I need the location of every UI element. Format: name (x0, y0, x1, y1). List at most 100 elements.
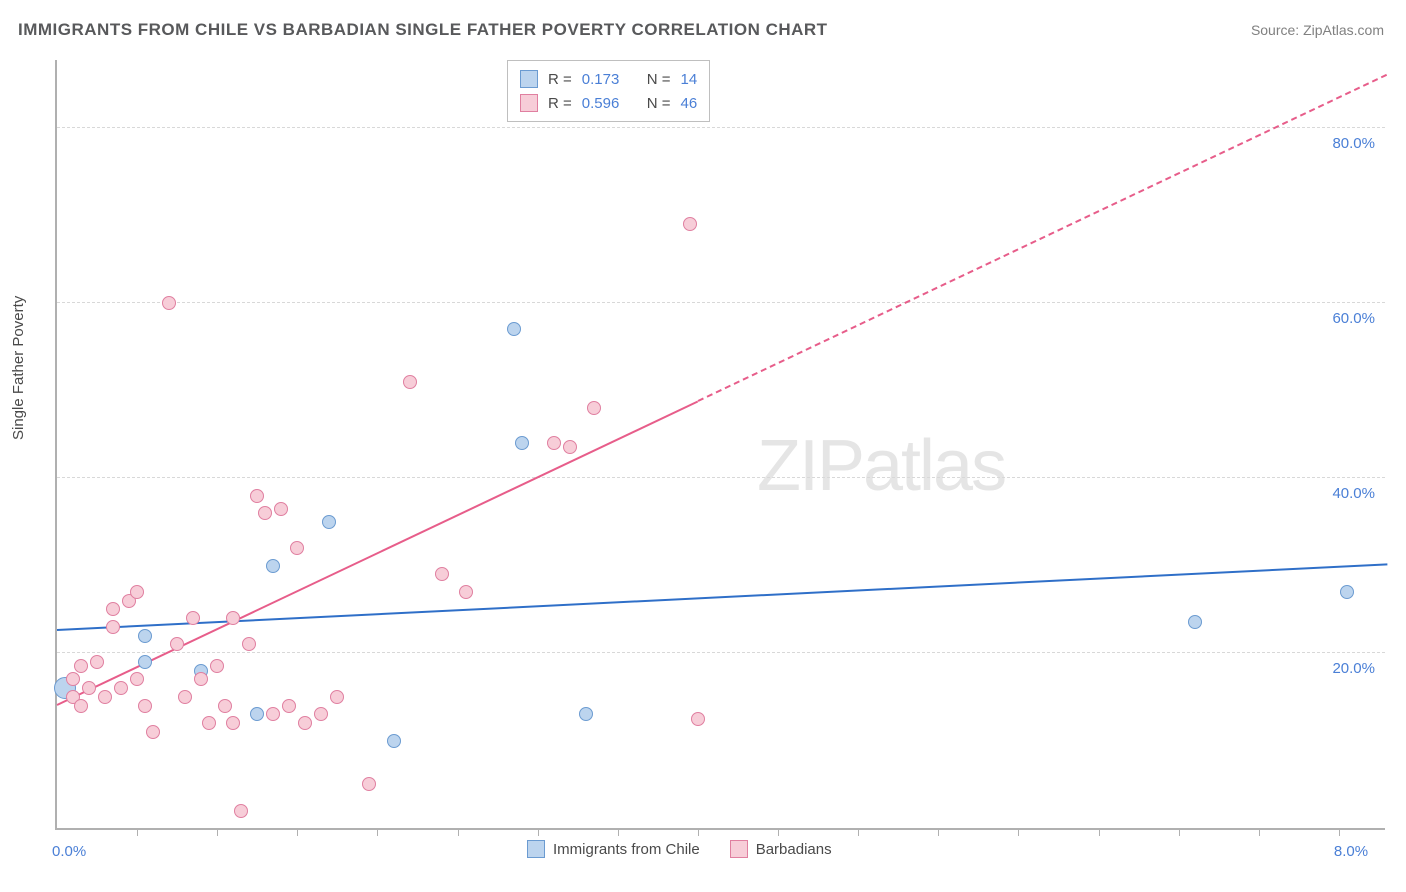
data-point-barbadians (114, 681, 128, 695)
data-point-barbadians (106, 602, 120, 616)
swatch-barbadians (730, 840, 748, 858)
data-point-barbadians (290, 541, 304, 555)
x-tick (538, 828, 539, 836)
data-point-barbadians (74, 659, 88, 673)
x-tick (1339, 828, 1340, 836)
x-tick-label: 0.0% (52, 843, 86, 860)
y-tick-label: 80.0% (1315, 135, 1375, 152)
data-point-chile (322, 515, 336, 529)
x-tick (297, 828, 298, 836)
stats-legend: R = 0.173 N = 14 R = 0.596 N = 46 (507, 60, 710, 122)
stats-row-chile: R =0.173N =14 (520, 67, 697, 91)
data-point-chile (387, 734, 401, 748)
legend-label: Barbadians (756, 841, 832, 858)
data-point-barbadians (146, 725, 160, 739)
x-tick (1018, 828, 1019, 836)
x-tick (778, 828, 779, 836)
data-point-barbadians (226, 716, 240, 730)
swatch-chile (520, 70, 538, 88)
data-point-chile (507, 322, 521, 336)
trendline-barbadians-dashed (698, 74, 1388, 402)
n-label: N = (647, 95, 671, 112)
x-tick (377, 828, 378, 836)
series-legend: Immigrants from Chile Barbadians (527, 840, 832, 858)
y-axis-label: Single Father Poverty (10, 296, 27, 440)
data-point-barbadians (66, 672, 80, 686)
data-point-barbadians (362, 777, 376, 791)
x-tick (938, 828, 939, 836)
x-tick (458, 828, 459, 836)
data-point-barbadians (178, 690, 192, 704)
y-tick-label: 20.0% (1315, 660, 1375, 677)
plot-area: ZIPatlas R =0.173N =14R =0.596N =46 Immi… (55, 60, 1385, 830)
stats-row-barbadians: R = 0.596 N = 46 (520, 91, 697, 115)
x-tick (1259, 828, 1260, 836)
legend-label: Immigrants from Chile (553, 841, 700, 858)
data-point-barbadians (242, 637, 256, 651)
r-value: 0.173 (582, 71, 637, 88)
data-point-barbadians (186, 611, 200, 625)
data-point-chile (138, 629, 152, 643)
data-point-barbadians (298, 716, 312, 730)
chart-title: IMMIGRANTS FROM CHILE VS BARBADIAN SINGL… (18, 20, 828, 40)
x-tick (1099, 828, 1100, 836)
gridline (57, 302, 1385, 303)
data-point-barbadians (194, 672, 208, 686)
legend-item-chile: Immigrants from Chile (527, 840, 700, 858)
n-value: 46 (681, 95, 698, 112)
data-point-barbadians (98, 690, 112, 704)
data-point-barbadians (250, 489, 264, 503)
watermark: ZIPatlas (757, 425, 1005, 507)
watermark-text: ZIPatlas (757, 426, 1005, 506)
x-tick (698, 828, 699, 836)
data-point-barbadians (403, 375, 417, 389)
data-point-barbadians (138, 699, 152, 713)
data-point-chile (138, 655, 152, 669)
n-value: 14 (681, 71, 698, 88)
legend-item-barbadians: Barbadians (730, 840, 832, 858)
data-point-chile (1188, 615, 1202, 629)
y-tick-label: 40.0% (1315, 485, 1375, 502)
data-point-barbadians (130, 585, 144, 599)
data-point-barbadians (258, 506, 272, 520)
data-point-chile (515, 436, 529, 450)
data-point-barbadians (563, 440, 577, 454)
data-point-barbadians (282, 699, 296, 713)
data-point-barbadians (130, 672, 144, 686)
x-tick (618, 828, 619, 836)
r-label: R = (548, 95, 572, 112)
swatch-chile (527, 840, 545, 858)
x-tick (137, 828, 138, 836)
x-tick (1179, 828, 1180, 836)
r-label: R = (548, 71, 572, 88)
data-point-chile (579, 707, 593, 721)
data-point-barbadians (106, 620, 120, 634)
data-point-barbadians (218, 699, 232, 713)
gridline (57, 127, 1385, 128)
data-point-barbadians (683, 217, 697, 231)
data-point-barbadians (587, 401, 601, 415)
data-point-barbadians (162, 296, 176, 310)
data-point-barbadians (330, 690, 344, 704)
data-point-chile (1340, 585, 1354, 599)
data-point-barbadians (435, 567, 449, 581)
data-point-barbadians (314, 707, 328, 721)
r-value: 0.596 (582, 95, 637, 112)
x-tick (217, 828, 218, 836)
data-point-barbadians (74, 699, 88, 713)
data-point-barbadians (266, 707, 280, 721)
trendline-barbadians (57, 400, 699, 705)
data-point-barbadians (82, 681, 96, 695)
data-point-chile (250, 707, 264, 721)
data-point-barbadians (691, 712, 705, 726)
data-point-barbadians (274, 502, 288, 516)
data-point-barbadians (226, 611, 240, 625)
x-tick-label: 8.0% (1334, 843, 1368, 860)
data-point-barbadians (547, 436, 561, 450)
data-point-chile (266, 559, 280, 573)
swatch-barbadians (520, 94, 538, 112)
data-point-barbadians (234, 804, 248, 818)
data-point-barbadians (170, 637, 184, 651)
gridline (57, 477, 1385, 478)
x-tick (858, 828, 859, 836)
